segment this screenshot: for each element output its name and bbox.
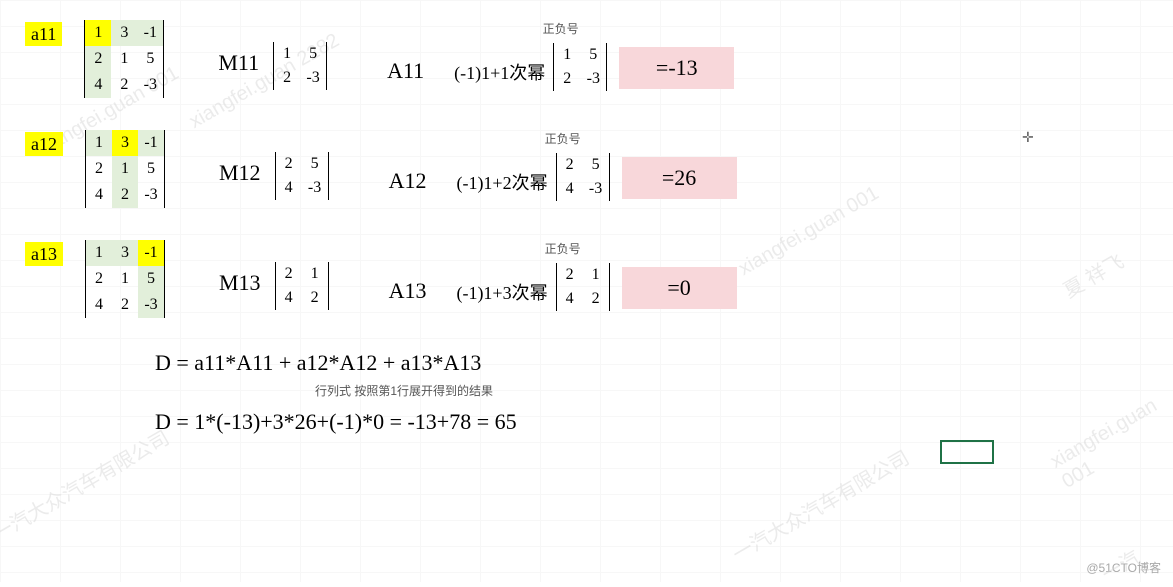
sign-expression: (-1)1+2次幂 <box>456 169 547 195</box>
matrix-3x3: 13-121542-3 <box>85 240 165 318</box>
matrix-cell: 5 <box>580 43 606 67</box>
matrix-2x2: 254-3 <box>556 153 610 201</box>
formula-line-1: D = a11*A11 + a12*A12 + a13*A13 <box>155 350 1148 376</box>
matrix-cell: 2 <box>274 66 300 90</box>
matrix-cell: -3 <box>138 292 164 318</box>
matrix-cell: 2 <box>554 67 580 91</box>
matrix-cell: 4 <box>557 287 583 311</box>
cofactor-row-a11: a1113-121542-3M11152-3正负号A11(-1)1+1次幂152… <box>25 20 1148 98</box>
matrix-cell: 5 <box>583 153 609 177</box>
matrix-cell: 5 <box>302 152 328 176</box>
matrix-cell: 2 <box>85 46 111 72</box>
matrix-cell: 1 <box>111 46 137 72</box>
sign-expression: (-1)1+3次幂 <box>456 279 547 305</box>
minor-label: M11 <box>218 50 259 76</box>
matrix-cell: 1 <box>85 20 111 46</box>
matrix-2x2: 152-3 <box>553 43 607 91</box>
formula-note: 行列式 按照第1行展开得到的结果 <box>315 382 1148 399</box>
cofactor-label: A11 <box>387 58 424 84</box>
matrix-cell: 4 <box>86 182 112 208</box>
matrix-cell: -3 <box>138 182 164 208</box>
matrix-cell: 2 <box>86 266 112 292</box>
matrix-cell: 2 <box>583 287 609 311</box>
matrix-cell: 5 <box>138 156 164 182</box>
matrix-cell: 2 <box>112 292 138 318</box>
matrix-2x2: 2142 <box>275 262 329 310</box>
matrix-cell: 5 <box>137 46 163 72</box>
matrix-cell: 2 <box>86 156 112 182</box>
matrix-cell: 3 <box>112 240 138 266</box>
element-label: a11 <box>25 22 62 46</box>
matrix-cell: 1 <box>583 263 609 287</box>
matrix-cell: 3 <box>111 20 137 46</box>
result-value: =0 <box>622 267 737 309</box>
cofactor-label: A13 <box>389 278 427 304</box>
matrix-cell: -1 <box>137 20 163 46</box>
matrix-cell: 4 <box>85 72 111 98</box>
matrix-cell: 2 <box>557 153 583 177</box>
cofactor-row-a13: a1313-121542-3M132142正负号A13(-1)1+3次幂2142… <box>25 240 1148 318</box>
cofactor-label: A12 <box>389 168 427 194</box>
formula-block: D = a11*A11 + a12*A12 + a13*A13 行列式 按照第1… <box>155 350 1148 435</box>
matrix-2x2: 2142 <box>556 263 610 311</box>
matrix-cell: 2 <box>276 262 302 286</box>
sign-title: 正负号 <box>543 20 579 37</box>
matrix-cell: -3 <box>583 177 609 201</box>
matrix-cell: -3 <box>300 66 326 90</box>
matrix-2x2: 254-3 <box>275 152 329 200</box>
matrix-cell: 4 <box>276 286 302 310</box>
matrix-cell: -1 <box>138 130 164 156</box>
matrix-cell: 2 <box>112 182 138 208</box>
matrix-cell: 1 <box>86 130 112 156</box>
matrix-cell: 5 <box>300 42 326 66</box>
sign-expression: (-1)1+1次幂 <box>454 59 545 85</box>
cofactor-sign-block: 正负号 A11 (-1)1+1次幂 152-3 =-13 <box>387 20 734 91</box>
matrix-3x3: 13-121542-3 <box>85 130 165 208</box>
minor-label: M12 <box>219 160 261 186</box>
cofactor-sign-block: 正负号 A12 (-1)1+2次幂 254-3 =26 <box>389 130 737 201</box>
matrix-3x3: 13-121542-3 <box>84 20 164 98</box>
matrix-cell: 1 <box>274 42 300 66</box>
matrix-cell: 4 <box>276 176 302 200</box>
matrix-cell: 2 <box>302 286 328 310</box>
matrix-cell: 1 <box>112 156 138 182</box>
matrix-cell: -3 <box>580 67 606 91</box>
matrix-cell: -1 <box>138 240 164 266</box>
cofactor-row-a12: a1213-121542-3M12254-3正负号A12(-1)1+2次幂254… <box>25 130 1148 208</box>
element-label: a12 <box>25 132 63 156</box>
result-value: =26 <box>622 157 737 199</box>
matrix-cell: 2 <box>111 72 137 98</box>
matrix-cell: 1 <box>112 266 138 292</box>
matrix-cell: 4 <box>86 292 112 318</box>
sign-title: 正负号 <box>545 130 581 147</box>
formula-line-2: D = 1*(-13)+3*26+(-1)*0 = -13+78 = 65 <box>155 409 1148 435</box>
matrix-cell: -3 <box>137 72 163 98</box>
matrix-cell: 1 <box>554 43 580 67</box>
matrix-cell: 3 <box>112 130 138 156</box>
matrix-cell: 1 <box>86 240 112 266</box>
matrix-cell: 2 <box>557 263 583 287</box>
element-label: a13 <box>25 242 63 266</box>
sign-title: 正负号 <box>545 240 581 257</box>
minor-label: M13 <box>219 270 261 296</box>
matrix-cell: 4 <box>557 177 583 201</box>
matrix-cell: 2 <box>276 152 302 176</box>
matrix-cell: 1 <box>302 262 328 286</box>
main-content: a1113-121542-3M11152-3正负号A11(-1)1+1次幂152… <box>0 0 1173 459</box>
matrix-2x2: 152-3 <box>273 42 327 90</box>
footer-credit: @51CTO博客 <box>1086 559 1161 576</box>
result-value: =-13 <box>619 47 734 89</box>
matrix-cell: 5 <box>138 266 164 292</box>
cofactor-sign-block: 正负号 A13 (-1)1+3次幂 2142 =0 <box>389 240 737 311</box>
matrix-cell: -3 <box>302 176 328 200</box>
